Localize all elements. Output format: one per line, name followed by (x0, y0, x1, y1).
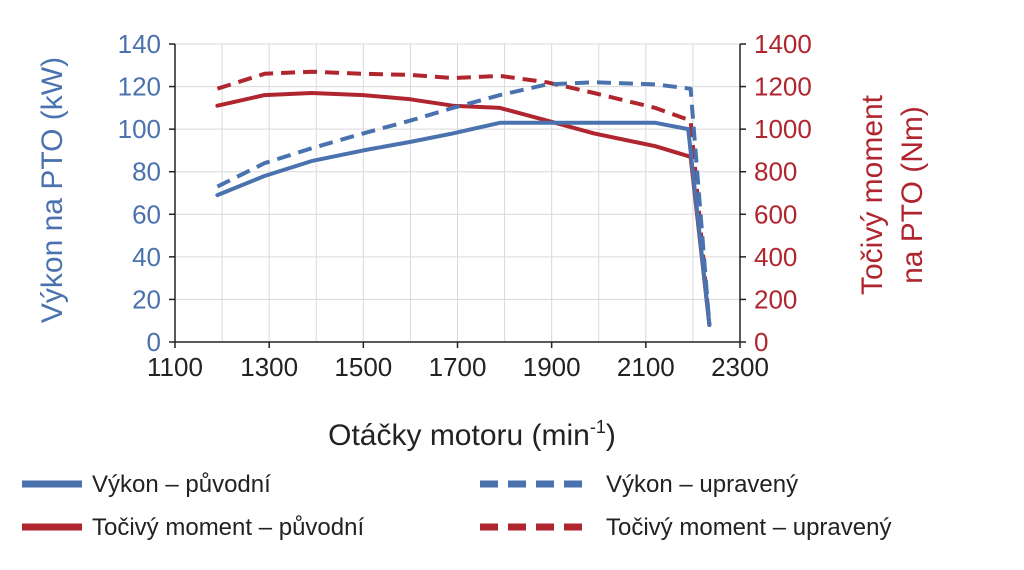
legend-label: Točivý moment – upravený (606, 514, 891, 541)
series-line-4 (216, 69, 712, 326)
y-tick-label-left: 20 (132, 284, 161, 314)
y-tick-label-right: 1400 (754, 29, 812, 59)
y-tick-label-left: 80 (132, 157, 161, 187)
x-tick-label: 1100 (147, 352, 203, 382)
series-line-2 (216, 80, 712, 326)
x-tick-label: 1500 (334, 352, 392, 382)
legend-label: Výkon – upravený (606, 471, 798, 498)
y-tick-label-right: 1000 (754, 114, 812, 144)
y-tick-label-left: 120 (118, 72, 161, 102)
legend-label: Točivý moment – původní (92, 514, 364, 541)
x-tick-label: 1900 (523, 352, 581, 382)
series-line-1 (215, 120, 712, 327)
x-tick-label: 1700 (429, 352, 487, 382)
tick-labels: 1100 1300 1500 1700 1900 2100 2300020406080100… (118, 29, 812, 382)
y-axis-label-right-line1: Točivý moment (856, 94, 889, 295)
grid (174, 43, 741, 343)
legend: Výkon – původní Výkon – upravený Točivý mo… (22, 471, 891, 541)
y-tick-label-right: 200 (754, 284, 797, 314)
y-tick-label-left: 40 (132, 242, 161, 272)
y-tick-label-left: 60 (132, 199, 161, 229)
x-tick-label: 2300 (711, 352, 769, 382)
x-axis-label-suffix: ) (606, 419, 616, 452)
x-tick-label: 1300 (240, 352, 298, 382)
y-tick-label-right: 400 (754, 242, 797, 272)
y-axis-label-right-line2: na PTO (Nm) (896, 106, 929, 284)
y-axis-label-left: Výkon na PTO (kW) (36, 57, 69, 323)
y-tick-label-left: 140 (118, 29, 161, 59)
x-axis-label-sup: -1 (590, 417, 606, 437)
series-lines (215, 69, 712, 327)
y-tick-label-right: 0 (754, 327, 768, 357)
y-tick-label-left: 0 (147, 327, 161, 357)
series-line-3 (215, 91, 712, 327)
x-axis-label-main: Otáčky motoru (min (328, 419, 590, 452)
y-tick-label-right: 1200 (754, 72, 812, 102)
legend-label: Výkon – původní (92, 471, 271, 498)
axes (169, 43, 746, 348)
y-tick-label-right: 800 (754, 157, 797, 187)
x-tick-label: 2100 (617, 352, 675, 382)
y-tick-label-left: 100 (118, 114, 161, 144)
y-tick-label-right: 600 (754, 199, 797, 229)
x-axis-label: Otáčky motoru (min-1) (328, 417, 616, 452)
